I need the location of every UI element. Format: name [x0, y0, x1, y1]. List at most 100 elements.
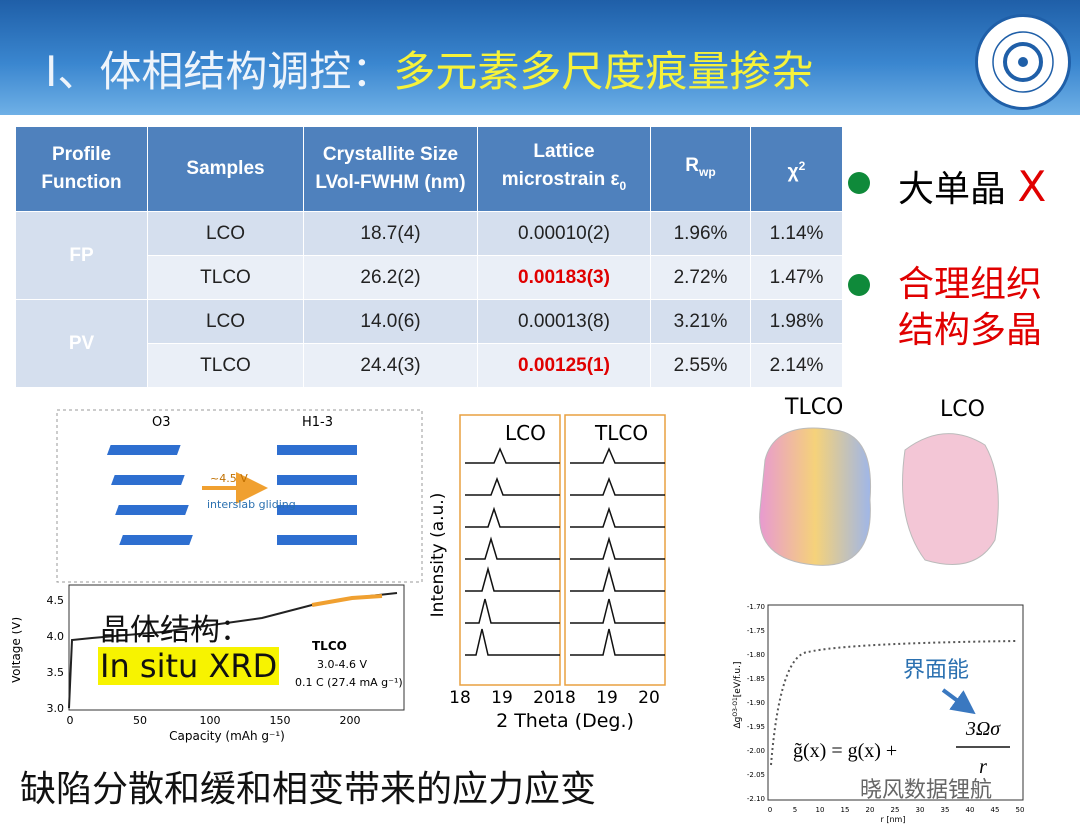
header-cell: Crystallite Size LVol-FWHM (nm) — [303, 126, 478, 212]
title: I、体相结构调控：多元素多尺度痕量掺杂 — [45, 38, 813, 99]
label: O3 — [152, 415, 171, 430]
tick-label: -2.10 — [747, 795, 765, 803]
label: TLCO — [784, 395, 843, 420]
tick-label: 0 — [67, 714, 74, 727]
table-cell: LCO — [147, 299, 304, 344]
header-cell: Lattice microstrain ε0 — [477, 126, 651, 212]
tick-label: 50 — [133, 714, 147, 727]
axis-label: Intensity (a.u.) — [428, 493, 448, 618]
header-sub: 0 — [619, 178, 627, 193]
header-text: Profile Function — [41, 144, 122, 193]
table-cell: 18.7(4) — [303, 211, 478, 256]
tick-label: -2.00 — [747, 747, 765, 755]
tick-label: 20 — [866, 806, 875, 814]
table-cell: 1.47% — [750, 255, 843, 300]
group-cell: FP — [15, 211, 148, 300]
xrd-trace — [570, 566, 665, 592]
tick-label: -1.95 — [747, 723, 765, 731]
table-row: TLCO 26.2(2) 0.00183(3) 2.72% 1.47% — [16, 255, 843, 300]
tick-label: 5 — [793, 806, 797, 814]
bullet-text: 合理组织结构多晶 — [898, 264, 1043, 351]
tick-label: -1.70 — [747, 603, 765, 611]
results-table: Profile Function Samples Crystallite Size … — [15, 126, 843, 388]
overlay-highlight: In situ XRD — [98, 647, 280, 685]
caption: 缺陷分散和缓和相变带来的应力应变 — [20, 769, 597, 810]
xrd-trace — [570, 536, 665, 560]
tick-label: 4.5 — [47, 594, 65, 607]
tick-label: -1.85 — [747, 675, 765, 683]
table-cell: 2.14% — [750, 343, 843, 388]
table-cell: 2.72% — [650, 255, 751, 300]
tick-label: 3.5 — [47, 666, 65, 679]
title-part: I、体相结构调控： — [45, 47, 394, 96]
tick-label: 19 — [491, 688, 513, 708]
particle-figure: TLCO LCO — [759, 395, 999, 566]
tick-label: 4.0 — [47, 630, 65, 643]
tick-label: 25 — [891, 806, 900, 814]
axis-label-sup: O3-O1 — [732, 697, 739, 717]
group-cell: PV — [15, 299, 148, 388]
tick-label: 10 — [816, 806, 825, 814]
overlay-title: 晶体结构： — [100, 613, 250, 648]
tick-label: 3.0 — [47, 702, 65, 715]
tick-label: 40 — [966, 806, 975, 814]
table-cell: 3.21% — [650, 299, 751, 344]
table-cell: 26.2(2) — [303, 255, 478, 300]
xrd-trace — [465, 536, 560, 560]
axis-label-main: Δg — [733, 717, 743, 729]
table-cell: 14.0(6) — [303, 299, 478, 344]
axis-label: Capacity (mAh g⁻¹) — [169, 729, 285, 743]
xrd-trace — [570, 506, 665, 528]
bullet-text: 大单晶 — [898, 169, 1007, 210]
label: 0.1 C (27.4 mA g⁻¹) — [295, 676, 403, 689]
cross-mark: X — [1017, 162, 1047, 211]
xrd-trace — [465, 566, 560, 592]
table-cell: TLCO — [147, 255, 304, 300]
xrd-trace — [465, 628, 560, 656]
tick-label: 18 — [554, 688, 576, 708]
energy-figure: -1.70 -1.75 -1.80 -1.85 -1.90 -1.95 -2.00 -2.05… — [732, 603, 1025, 824]
tick-label: -1.90 — [747, 699, 765, 707]
label: ~4.5 V — [210, 472, 248, 485]
axis-label: Voltage (V) — [12, 617, 23, 683]
table-cell: TLCO — [147, 343, 304, 388]
label: H1-3 — [302, 415, 333, 430]
label: TLCO — [312, 639, 347, 653]
table-cell: 2.55% — [650, 343, 751, 388]
xrd-trace — [465, 447, 560, 464]
header-cell: χ2 — [750, 126, 843, 212]
table-row: TLCO 24.4(3) 0.00125(1) 2.55% 2.14% — [16, 343, 843, 388]
header-text: χ — [787, 161, 799, 183]
header-bar — [0, 0, 1080, 115]
table-cell: 0.00183(3) — [477, 255, 651, 300]
formula-den: r — [979, 756, 987, 778]
xrd-trace — [570, 628, 665, 656]
tick-label: 35 — [941, 806, 950, 814]
table-cell: LCO — [147, 211, 304, 256]
header-sup: 2 — [798, 158, 806, 173]
table-row: PV LCO 14.0(6) 0.00013(8) 3.21% 1.98% — [15, 299, 843, 388]
axis-label: ΔgO3-O1[eV/f.u.] — [732, 662, 743, 729]
tick-label: -1.75 — [747, 627, 765, 635]
table-cell: 0.00013(8) — [477, 299, 651, 344]
table-cell: 0.00010(2) — [477, 211, 651, 256]
panel-title: LCO — [505, 421, 546, 445]
label: LCO — [940, 397, 985, 422]
structure-figure: O3 H1-3 ~4.5 V interslab gliding 4.5 4.0 3… — [12, 409, 423, 743]
tick-label: 15 — [841, 806, 850, 814]
tick-label: 45 — [991, 806, 1000, 814]
header-cell: Rwp — [650, 126, 751, 212]
xrd-trace — [570, 476, 665, 496]
tick-label: 19 — [596, 688, 618, 708]
xrd-trace — [465, 598, 560, 624]
formula-num: 3Ωσ — [965, 718, 1001, 740]
tick-label: 150 — [270, 714, 291, 727]
panel-title: TLCO — [594, 421, 648, 445]
tick-label: 100 — [200, 714, 221, 727]
header-text: Crystallite Size LVol-FWHM (nm) — [315, 144, 466, 193]
tick-label: 50 — [1016, 806, 1025, 814]
tick-label: 18 — [449, 688, 471, 708]
table-row: FP LCO 18.7(4) 0.00010(2) 1.96% 1.14% — [15, 211, 843, 300]
label: 3.0-4.6 V — [317, 658, 367, 671]
